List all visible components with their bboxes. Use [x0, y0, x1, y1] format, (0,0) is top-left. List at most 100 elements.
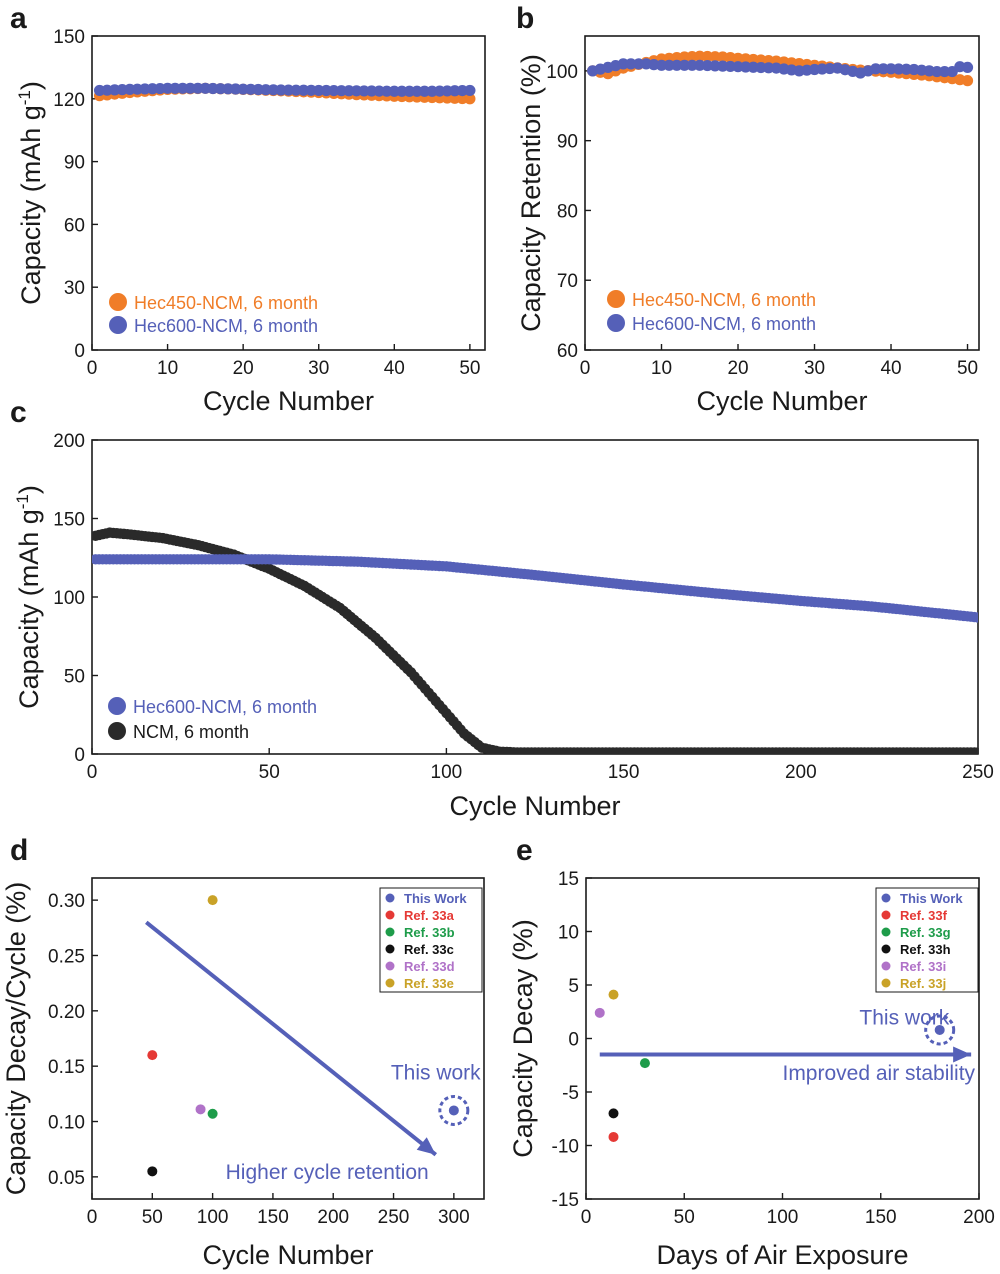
annotation: This work — [859, 1007, 949, 1030]
legend-marker — [108, 697, 126, 715]
y-tick-label: 60 — [64, 215, 85, 236]
data-point — [961, 61, 974, 73]
legend-entry: This Work — [404, 891, 467, 906]
x-axis-title: Cycle Number — [202, 1240, 373, 1270]
data-point — [663, 59, 675, 71]
y-tick-label: 150 — [53, 27, 85, 48]
x-tick-label: 10 — [651, 358, 672, 379]
y-axis-title-main: Capacity (mAh g — [14, 509, 44, 709]
legend-entry: Ref. 33i — [900, 959, 946, 974]
legend-entry: Ref. 33d — [404, 959, 455, 974]
data-point — [972, 612, 978, 623]
panel-label: b — [516, 2, 534, 35]
y-tick-label: 0 — [74, 341, 85, 362]
data-point — [594, 1007, 605, 1018]
panel-b: b 0 10 20 30 40 50 60 70 80 90 100 Cycle Number Capac… — [516, 2, 980, 416]
series-hec600-ncm-6-month — [587, 58, 974, 79]
series-ncm-6-month — [92, 527, 978, 754]
legend-entry: Ref. 33g — [900, 925, 951, 940]
y-axis-title-main: Capacity (mAh g — [16, 105, 46, 305]
y-axis-title-sup: -1 — [15, 90, 34, 105]
data-point — [870, 63, 882, 75]
data-area — [93, 82, 476, 105]
panel-label: c — [10, 396, 27, 429]
y-tick-label: 90 — [557, 132, 578, 153]
y-tick-label: 0.10 — [48, 1113, 85, 1134]
x-tick-label: 300 — [438, 1207, 470, 1228]
x-tick-label: 0 — [581, 1207, 592, 1228]
data-point — [938, 65, 951, 78]
plot-frame — [91, 35, 486, 351]
y-axis-title-sup: -1 — [13, 494, 32, 509]
data-point — [934, 1024, 945, 1035]
data-point — [207, 1108, 218, 1119]
legend-entry: Ref. 33b — [404, 925, 455, 940]
legend-marker — [607, 314, 625, 332]
legend-marker — [881, 978, 891, 988]
x-tick-label: 40 — [384, 358, 405, 379]
y-axis-title-end: ) — [16, 81, 46, 90]
y-axis-title: Capacity Retention (%) — [516, 54, 546, 332]
data-point — [608, 1131, 619, 1142]
legend-marker — [881, 910, 891, 920]
x-tick-label: 50 — [459, 358, 480, 379]
data-area — [92, 527, 978, 754]
legend-marker — [108, 722, 126, 740]
y-tick-label: 0.05 — [48, 1168, 85, 1189]
legend-marker — [385, 944, 395, 954]
y-tick-label: 0.25 — [48, 946, 85, 967]
y-tick-label: 10 — [558, 923, 579, 944]
legend-entry: Hec600-NCM, 6 month — [133, 697, 317, 717]
panel-label: a — [10, 2, 27, 35]
y-axis-title: Capacity (mAh g-1) — [15, 81, 46, 305]
data-point — [195, 1104, 206, 1115]
legend-marker — [385, 927, 395, 937]
x-tick-label: 100 — [767, 1207, 799, 1228]
legend-entry: Hec450-NCM, 6 month — [632, 290, 816, 310]
legend-marker — [109, 293, 127, 311]
legend-marker — [881, 893, 891, 903]
y-axis-title: Capacity (mAh g-1) — [13, 485, 44, 709]
legend-entry: Ref. 33f — [900, 908, 948, 923]
legend-box — [875, 887, 979, 993]
data-point — [608, 989, 619, 1000]
data-point — [448, 1105, 459, 1116]
y-tick-label: 15 — [558, 869, 579, 890]
x-tick-label: 200 — [317, 1207, 349, 1228]
legend-entry: Ref. 33c — [404, 942, 454, 957]
legend-marker — [881, 927, 891, 937]
y-tick-label: 0.30 — [48, 891, 85, 912]
panel-label: d — [10, 834, 28, 867]
data-point — [632, 58, 645, 70]
data-point — [931, 65, 943, 78]
y-tick-label: 0 — [74, 745, 85, 766]
data-point — [655, 59, 668, 71]
data-point — [877, 63, 889, 75]
x-tick-label: 50 — [259, 762, 280, 783]
series-hec600-ncm-6-month — [93, 82, 476, 97]
data-point — [625, 58, 637, 70]
x-tick-label: 0 — [87, 1207, 98, 1228]
y-tick-label: -5 — [562, 1083, 579, 1104]
data-point — [961, 75, 974, 87]
y-tick-label: 90 — [64, 153, 85, 174]
legend-entry: Ref. 33h — [900, 942, 951, 957]
data-point — [464, 84, 476, 97]
y-tick-label: 50 — [64, 667, 85, 688]
legend-entry: Hec450-NCM, 6 month — [134, 293, 318, 313]
x-tick-label: 150 — [865, 1207, 897, 1228]
legend-entry: Hec600-NCM, 6 month — [134, 316, 318, 336]
x-tick-label: 10 — [157, 358, 178, 379]
legend-entry: NCM, 6 month — [133, 722, 249, 742]
y-tick-label: -10 — [552, 1137, 579, 1158]
x-tick-label: 0 — [87, 358, 98, 379]
y-tick-label: 60 — [557, 341, 578, 362]
legend-box — [379, 887, 483, 993]
y-tick-label: 70 — [557, 271, 578, 292]
x-tick-label: 30 — [804, 358, 825, 379]
panel-label: e — [516, 834, 533, 867]
y-tick-label: 30 — [64, 278, 85, 299]
x-tick-label: 100 — [197, 1207, 229, 1228]
legend-entry: This Work — [900, 891, 963, 906]
